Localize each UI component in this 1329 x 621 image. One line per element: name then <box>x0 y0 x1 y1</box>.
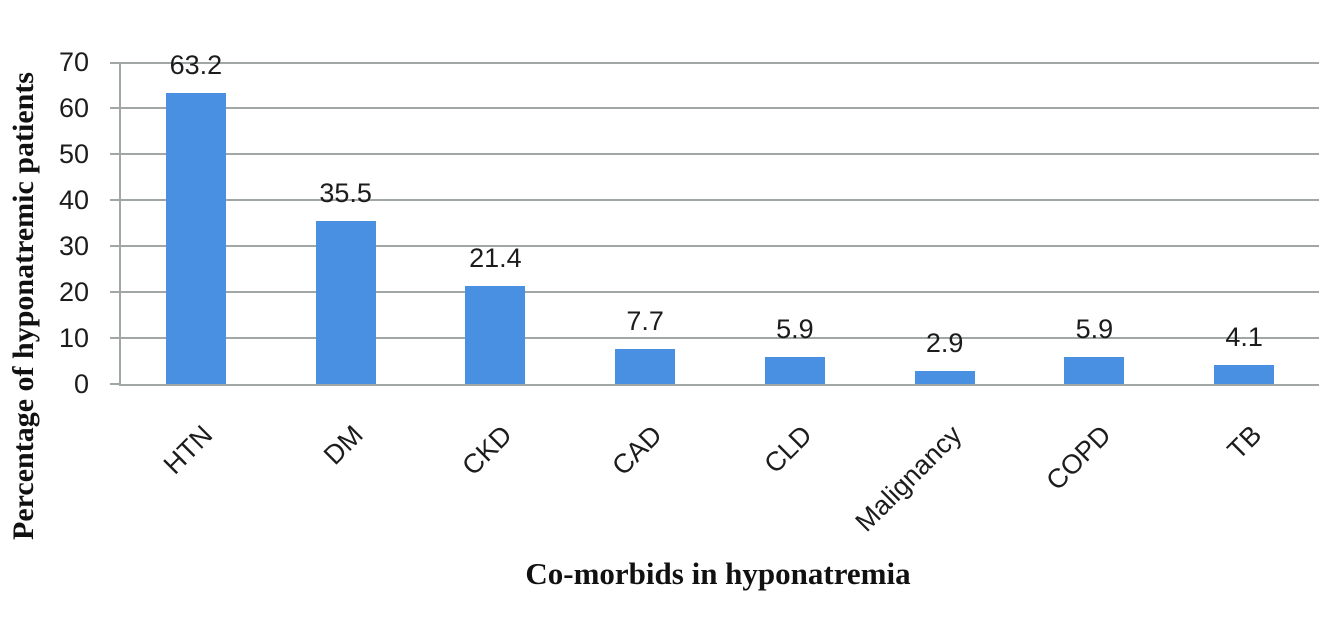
bar-cad <box>615 348 676 384</box>
bar-tb <box>1214 365 1275 384</box>
bar-value-label: 7.7 <box>626 305 664 336</box>
gridline <box>121 62 1319 64</box>
bar-copd <box>1064 356 1125 384</box>
x-category-label: COPD <box>1040 419 1118 496</box>
x-category-label: TB <box>1221 419 1267 466</box>
y-axis-tick <box>110 107 119 109</box>
gridline <box>121 245 1319 247</box>
bar-value-label: 63.2 <box>169 50 223 81</box>
plot-area: 0 10 20 30 40 50 60 70 63.2 35.5 21.4 7.7 5.9 2.9 5.9 4… <box>59 47 1319 399</box>
x-category-label: CLD <box>758 419 818 479</box>
y-axis-tick <box>110 383 119 385</box>
bar-ckd <box>465 285 526 384</box>
gridline <box>121 107 1319 109</box>
gridline <box>121 291 1319 293</box>
bar-value-label: 5.9 <box>1075 313 1114 344</box>
x-category-label: DM <box>317 419 369 471</box>
y-axis-tick <box>110 245 119 247</box>
y-tick-label: 20 <box>58 277 89 307</box>
x-axis-title: Co-morbids in hyponatremia <box>525 556 911 591</box>
x-category-label: HTN <box>158 419 219 481</box>
y-tick-label: 30 <box>58 231 89 261</box>
bar-value-label: 4.1 <box>1225 322 1263 353</box>
bar-value-label: 21.4 <box>469 242 522 273</box>
y-tick-label: 60 <box>58 93 89 123</box>
bar-value-label: 35.5 <box>319 177 372 208</box>
y-axis-tick <box>110 199 119 201</box>
bar-cld <box>764 356 825 384</box>
y-axis-tick <box>110 62 119 64</box>
y-axis-tick <box>110 153 119 155</box>
y-tick-label: 10 <box>58 323 89 353</box>
x-category-label: CKD <box>456 419 519 482</box>
bar-malignancy <box>914 370 975 384</box>
bar-dm <box>315 220 376 384</box>
x-category-label: Malignancy <box>849 419 968 538</box>
y-axis-tick <box>110 337 119 339</box>
y-tick-label: 0 <box>73 369 89 399</box>
y-tick-label: 50 <box>58 139 89 169</box>
gridline <box>121 199 1319 201</box>
y-axis-tick <box>110 291 119 293</box>
bar-value-label: 2.9 <box>925 327 964 358</box>
bar-htn <box>165 93 226 384</box>
gridline <box>121 153 1319 155</box>
bar-value-label: 5.9 <box>776 313 814 344</box>
y-tick-label: 40 <box>58 185 89 215</box>
y-tick-label: 70 <box>58 47 89 77</box>
x-category-label: CAD <box>606 419 668 482</box>
gridline <box>121 337 1319 339</box>
